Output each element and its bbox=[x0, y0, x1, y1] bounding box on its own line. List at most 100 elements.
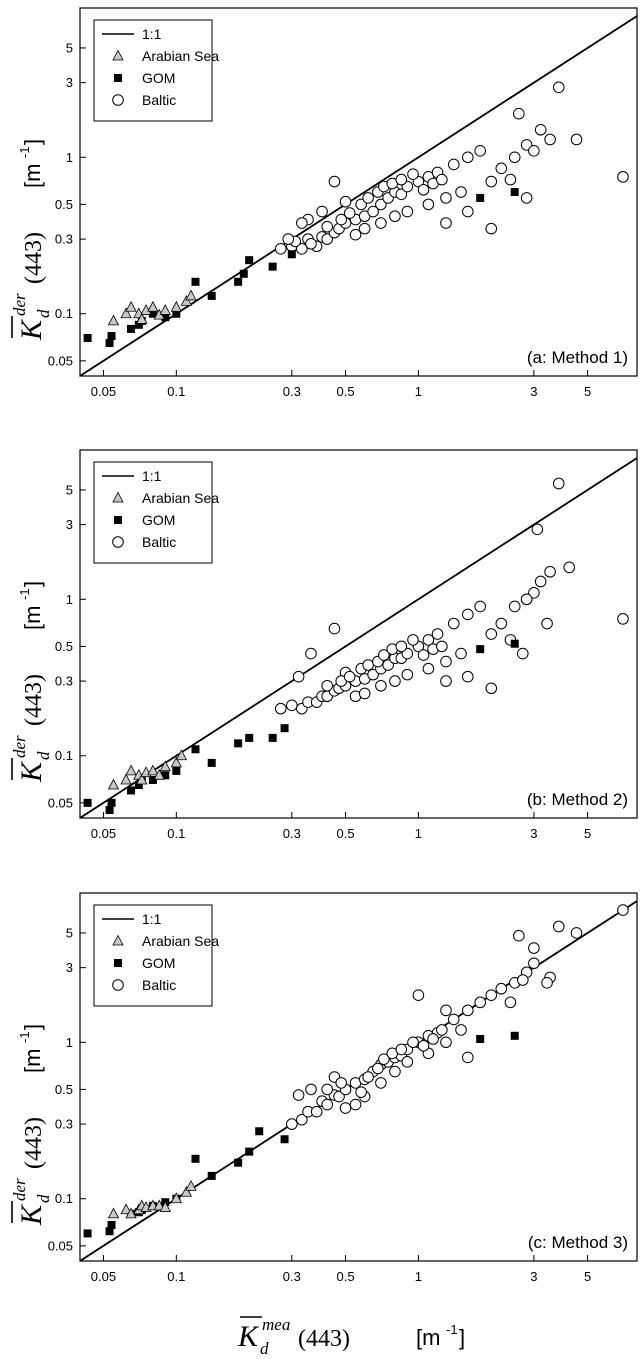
baltic-point bbox=[534, 575, 547, 588]
x-tick-label: 0.05 bbox=[91, 1269, 116, 1284]
baltic-point bbox=[328, 622, 341, 635]
baltic-point bbox=[310, 1105, 323, 1118]
legend-box bbox=[93, 19, 213, 122]
gom-point bbox=[105, 339, 114, 348]
baltic-point bbox=[447, 1013, 460, 1026]
legend: 1:1 Arabian Sea GOM Baltic bbox=[93, 19, 219, 122]
y-tick-label: 3 bbox=[66, 75, 73, 90]
gom-point bbox=[107, 798, 116, 807]
baltic-point bbox=[401, 668, 414, 681]
baltic-point bbox=[321, 233, 333, 245]
gom-point bbox=[105, 805, 114, 814]
legend-entry: Baltic bbox=[142, 92, 176, 108]
baltic-point bbox=[321, 679, 333, 692]
arabian-sea-point bbox=[185, 1179, 197, 1191]
y-tick-label: 0.1 bbox=[55, 748, 73, 763]
baltic-point bbox=[382, 659, 394, 671]
legend-entry: 1:1 bbox=[142, 468, 162, 484]
gom-point bbox=[172, 309, 181, 318]
gom-point bbox=[105, 1227, 114, 1236]
gom-point bbox=[107, 332, 116, 341]
gom-point bbox=[148, 309, 157, 318]
panel-label: (a: Method 1) bbox=[527, 348, 628, 367]
baltic-point bbox=[436, 173, 448, 186]
baltic-point bbox=[358, 222, 371, 235]
y-label-unit: [m bbox=[20, 606, 45, 630]
gom-point bbox=[280, 724, 289, 733]
baltic-point bbox=[367, 668, 379, 681]
y-tick-label: 1 bbox=[66, 1035, 73, 1050]
legend-entry: Baltic bbox=[142, 534, 176, 550]
baltic-point bbox=[422, 634, 435, 646]
series-baltic bbox=[274, 477, 629, 715]
legend-entry: Arabian Sea bbox=[142, 490, 219, 506]
y-tick-label: 0.5 bbox=[55, 197, 73, 212]
baltic-point bbox=[292, 1089, 305, 1101]
baltic-point bbox=[375, 198, 387, 211]
arabian-sea-point bbox=[125, 300, 137, 312]
y-tick-label: 0.3 bbox=[55, 674, 73, 689]
gom-point bbox=[234, 739, 243, 748]
chart-panel-1: 0.05 0.1 0.3 0.5 1 3 5 0.05 0.1 0.3 0.5 1 3 5 1:1 Arabi… bbox=[10, 7, 638, 399]
x-label-symbol: K bbox=[237, 1320, 260, 1353]
baltic-point bbox=[436, 640, 448, 653]
baltic-point bbox=[531, 523, 544, 536]
baltic-point bbox=[520, 192, 533, 204]
baltic-point bbox=[389, 210, 401, 223]
baltic-point bbox=[513, 929, 525, 942]
x-tick-label: 0.5 bbox=[336, 384, 354, 399]
x-label-sup: mea bbox=[262, 1315, 290, 1334]
baltic-point bbox=[407, 634, 419, 646]
y-label-arg: (443) bbox=[21, 674, 47, 726]
legend-square-swatch bbox=[114, 516, 122, 524]
baltic-point bbox=[541, 617, 553, 630]
legend-entry: GOM bbox=[142, 512, 175, 528]
y-tick-label: 0.1 bbox=[55, 1191, 73, 1206]
baltic-point bbox=[513, 107, 525, 120]
baltic-point bbox=[485, 682, 498, 695]
baltic-point bbox=[375, 1077, 387, 1089]
baltic-point bbox=[339, 195, 352, 208]
arabian-sea-point bbox=[170, 300, 182, 312]
baltic-point bbox=[440, 655, 452, 668]
gom-point bbox=[134, 781, 143, 790]
baltic-point bbox=[305, 647, 317, 660]
y-tick-label: 0.05 bbox=[48, 1238, 73, 1253]
gom-point bbox=[148, 775, 157, 784]
baltic-point bbox=[407, 1036, 419, 1049]
arabian-sea-point bbox=[125, 764, 137, 776]
baltic-point bbox=[440, 192, 452, 204]
series-gom bbox=[83, 639, 519, 814]
baltic-point bbox=[447, 158, 460, 171]
legend-circle-swatch bbox=[112, 979, 124, 991]
baltic-point bbox=[440, 675, 452, 687]
y-tick-label: 1 bbox=[66, 150, 73, 165]
baltic-point bbox=[286, 699, 298, 712]
legend-circle-swatch bbox=[112, 94, 124, 106]
baltic-point bbox=[520, 593, 533, 606]
baltic-point bbox=[355, 198, 367, 211]
gom-point bbox=[172, 766, 181, 775]
x-tick-label: 0.5 bbox=[336, 1269, 354, 1284]
legend-entry: Arabian Sea bbox=[142, 933, 219, 949]
gom-point bbox=[191, 1154, 200, 1163]
y-tick-label: 5 bbox=[66, 925, 73, 940]
gom-point bbox=[510, 1031, 519, 1040]
gom-point bbox=[83, 798, 92, 807]
gom-point bbox=[234, 277, 243, 286]
x-label-arg: (443) bbox=[298, 1326, 350, 1352]
y-label-symbol: K bbox=[15, 1203, 48, 1226]
gom-point bbox=[207, 291, 216, 300]
x-label-sub: d bbox=[260, 1339, 269, 1358]
baltic-point bbox=[495, 162, 508, 175]
arabian-sea-point bbox=[159, 1201, 171, 1212]
baltic-point bbox=[292, 670, 305, 683]
baltic-point bbox=[401, 205, 414, 218]
arabian-sea-point bbox=[180, 294, 193, 306]
x-tick-label: 3 bbox=[530, 1269, 537, 1284]
series-arabian-sea bbox=[107, 289, 197, 326]
baltic-point bbox=[407, 168, 419, 180]
baltic-point bbox=[417, 1039, 430, 1052]
baltic-point bbox=[274, 702, 287, 715]
